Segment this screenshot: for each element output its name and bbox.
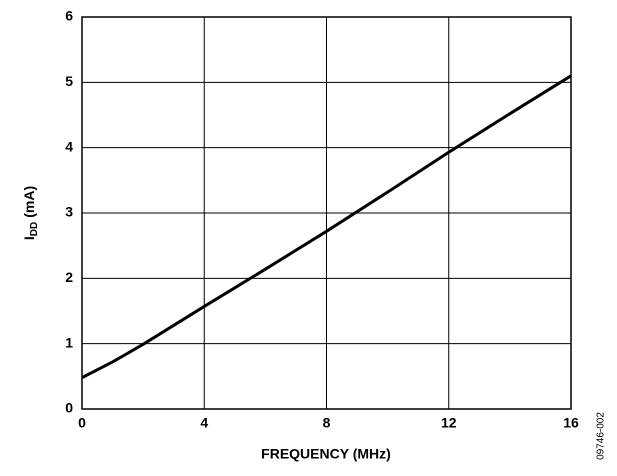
y-tick-label: 2 [65, 269, 73, 285]
x-axis-title: FREQUENCY (MHz) [261, 446, 391, 462]
x-tick-label: 12 [441, 415, 457, 431]
y-axis-title-sub: DD [29, 222, 40, 236]
y-axis-title-unit: (mA) [21, 186, 37, 218]
y-tick-label: 5 [65, 73, 73, 89]
y-tick-label: 0 [65, 400, 73, 416]
y-axis-title-main: I [21, 236, 37, 240]
y-axis-title: IDD (mA) [21, 186, 40, 240]
x-tick-label: 0 [78, 415, 86, 431]
plot-frame [81, 16, 572, 410]
y-tick-label: 1 [65, 334, 73, 350]
x-tick-label: 8 [323, 415, 331, 431]
y-tick-label: 4 [65, 138, 73, 154]
y-tick-label: 6 [65, 8, 73, 24]
data-line [81, 74, 572, 379]
y-tick-label: 3 [65, 204, 73, 220]
x-tick-label: 4 [200, 415, 208, 431]
x-tick-label: 16 [563, 415, 579, 431]
figure-id: 09746-002 [596, 412, 607, 460]
